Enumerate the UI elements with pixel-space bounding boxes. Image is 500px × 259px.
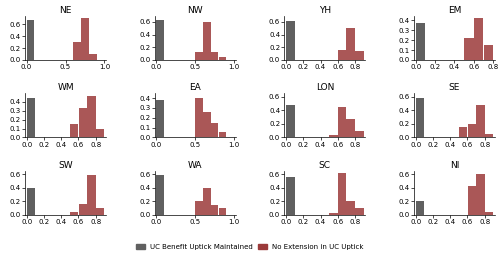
Bar	[476, 105, 484, 138]
Title: WA: WA	[188, 161, 202, 170]
Bar	[484, 45, 493, 60]
Bar	[211, 205, 218, 215]
Bar	[355, 131, 364, 138]
Bar	[468, 186, 476, 215]
Bar	[329, 135, 338, 138]
Bar	[78, 108, 87, 138]
Title: EM: EM	[448, 6, 461, 15]
Bar	[203, 112, 210, 138]
Bar	[74, 42, 81, 60]
Bar	[87, 96, 96, 138]
Bar	[156, 100, 164, 138]
Bar	[196, 201, 203, 215]
Bar	[355, 208, 364, 215]
Bar	[286, 177, 294, 215]
Bar	[27, 98, 36, 138]
Bar	[26, 20, 34, 60]
Bar	[156, 20, 164, 60]
Bar	[89, 54, 96, 60]
Bar	[156, 175, 164, 215]
Title: EA: EA	[190, 83, 201, 92]
Bar	[211, 52, 218, 60]
Bar	[81, 18, 89, 60]
Bar	[27, 188, 36, 215]
Bar	[218, 208, 226, 215]
Title: LON: LON	[316, 83, 334, 92]
Title: NI: NI	[450, 161, 459, 170]
Bar	[286, 105, 294, 138]
Legend: UC Benefit Uptick Maintained, No Extension in UC Uptick: UC Benefit Uptick Maintained, No Extensi…	[134, 241, 366, 253]
Bar	[286, 21, 294, 60]
Title: NE: NE	[60, 6, 72, 15]
Bar	[346, 201, 355, 215]
Bar	[464, 38, 473, 60]
Bar	[203, 188, 210, 215]
Bar	[78, 204, 87, 215]
Bar	[218, 57, 226, 60]
Bar	[484, 212, 493, 215]
Title: SE: SE	[449, 83, 460, 92]
Bar	[416, 98, 424, 138]
Bar	[346, 27, 355, 60]
Bar	[329, 213, 338, 215]
Bar	[338, 50, 346, 60]
Bar	[218, 133, 226, 138]
Bar	[468, 124, 476, 138]
Bar	[484, 134, 493, 138]
Bar	[70, 212, 78, 215]
Bar	[70, 124, 78, 138]
Title: YH: YH	[319, 6, 331, 15]
Bar	[338, 173, 346, 215]
Title: NW: NW	[188, 6, 203, 15]
Bar	[196, 52, 203, 60]
Bar	[338, 107, 346, 138]
Bar	[203, 22, 210, 60]
Bar	[346, 119, 355, 138]
Bar	[96, 128, 104, 138]
Bar	[211, 123, 218, 138]
Bar	[355, 51, 364, 60]
Bar	[416, 201, 424, 215]
Bar	[196, 98, 203, 138]
Bar	[96, 208, 104, 215]
Title: SC: SC	[319, 161, 331, 170]
Bar	[87, 175, 96, 215]
Bar	[459, 126, 468, 138]
Bar	[476, 174, 484, 215]
Bar	[474, 18, 484, 60]
Title: WM: WM	[57, 83, 74, 92]
Title: SW: SW	[58, 161, 73, 170]
Bar	[416, 23, 426, 60]
